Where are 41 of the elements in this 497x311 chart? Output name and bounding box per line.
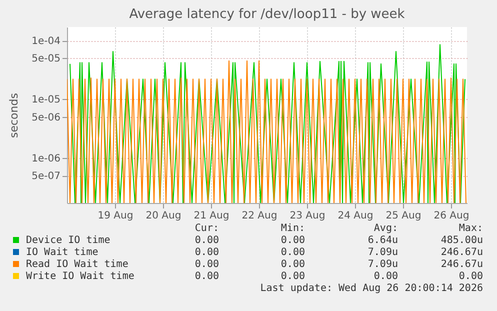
y-tick-label: 1e-04 [32, 36, 60, 48]
text: 6.64u [368, 235, 398, 246]
y-axis-title: seconds [8, 92, 21, 138]
text: Last update: Wed Aug 26 20:00:14 2026 [260, 283, 483, 294]
text: 0.00 [374, 271, 398, 282]
text: 0.00 [194, 247, 219, 258]
legend-label: Write IO Wait time [26, 271, 134, 282]
text: 246.67u [440, 247, 483, 258]
text: 7.09u [368, 247, 398, 258]
y-tick-label: 1e-05 [32, 94, 60, 106]
y-tick-label: 5e-07 [32, 171, 60, 182]
text: 0.00 [280, 235, 305, 246]
x-tick-label: 20 Aug [146, 210, 182, 222]
text: 0.00 [194, 259, 219, 270]
text: 246.67u [440, 259, 483, 270]
x-tick-label: 19 Aug [98, 210, 134, 222]
text: Max: [458, 223, 483, 234]
text: Min: [280, 223, 305, 234]
legend-label: Read IO Wait time [26, 259, 128, 270]
legend-label: Device IO time [26, 235, 110, 246]
x-tick-label: 21 Aug [194, 210, 230, 222]
y-tick-label: 5e-06 [32, 112, 60, 124]
text: 485.00u [440, 235, 483, 246]
legend-label: IO Wait time [26, 247, 98, 258]
text: 0.00 [280, 259, 305, 270]
text: 0.00 [194, 271, 219, 282]
x-tick-label: 23 Aug [290, 210, 326, 222]
text: Avg: [374, 223, 398, 234]
text: 7.09u [368, 259, 398, 270]
text: Cur: [194, 223, 219, 234]
y-tick-label: 1e-06 [32, 153, 60, 164]
x-tick-label: 22 Aug [242, 210, 278, 222]
text: 0.00 [280, 271, 305, 282]
x-tick-label: 24 Aug [338, 210, 374, 222]
text: 0.00 [194, 235, 219, 246]
x-tick-label: 25 Aug [386, 210, 422, 222]
x-tick-label: 26 Aug [434, 210, 470, 222]
text: 0.00 [458, 271, 483, 282]
y-tick-label: 5e-05 [32, 54, 60, 65]
text: 0.00 [280, 247, 305, 258]
chart-title: Average latency for /dev/loop11 - by week [129, 7, 406, 22]
